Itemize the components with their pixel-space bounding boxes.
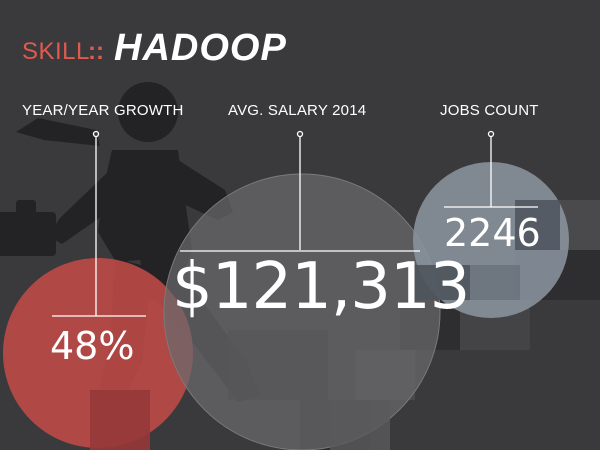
leader-line-jobs	[444, 135, 538, 208]
growth-label: YEAR/YEAR GROWTH	[22, 102, 184, 119]
growth-value: 48%	[50, 324, 135, 368]
leader-dot-growth	[92, 130, 100, 138]
salary-label: AVG. SALARY 2014	[228, 102, 367, 119]
title-separator: ::	[88, 38, 104, 65]
jobs-label: JOBS COUNT	[440, 102, 539, 119]
bg-block	[470, 265, 520, 300]
bg-block	[515, 200, 560, 250]
jobs-value: 2246	[444, 211, 541, 255]
leader-dot-jobs	[487, 130, 495, 138]
bg-block	[90, 390, 150, 450]
bg-block	[228, 330, 328, 400]
leader-line-growth	[52, 135, 146, 317]
bg-block	[410, 265, 470, 300]
leader-dot-salary	[296, 130, 304, 138]
bg-block	[330, 400, 390, 450]
page-title: HADOOP	[114, 27, 287, 69]
leader-line-salary	[180, 135, 420, 252]
title-skill-label: SKILL	[22, 38, 90, 65]
salary-value: $121,313	[172, 250, 470, 324]
